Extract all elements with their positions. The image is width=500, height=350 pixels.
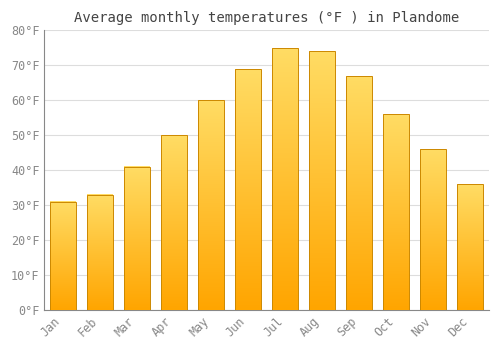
Bar bbox=[346, 76, 372, 310]
Bar bbox=[235, 69, 261, 310]
Bar bbox=[198, 100, 224, 310]
Bar bbox=[161, 135, 187, 310]
Bar bbox=[272, 48, 298, 310]
Bar bbox=[458, 184, 483, 310]
Title: Average monthly temperatures (°F ) in Plandome: Average monthly temperatures (°F ) in Pl… bbox=[74, 11, 460, 25]
Bar bbox=[420, 149, 446, 310]
Bar bbox=[384, 114, 409, 310]
Bar bbox=[50, 202, 76, 310]
Bar bbox=[310, 51, 335, 310]
Bar bbox=[87, 195, 113, 310]
Bar bbox=[124, 167, 150, 310]
